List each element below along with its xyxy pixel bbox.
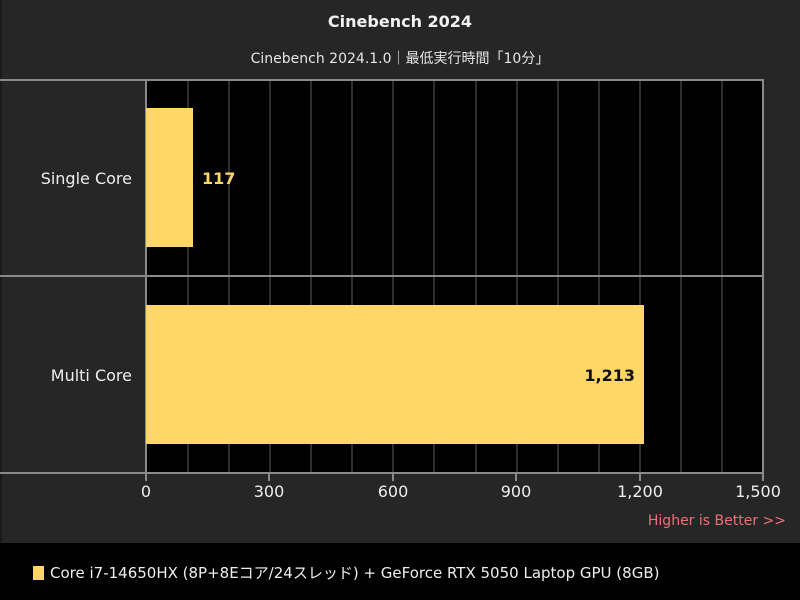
x-tick-label: 1,200 [617, 482, 663, 501]
x-tick [392, 472, 394, 481]
gridline [598, 81, 600, 473]
gridline [228, 81, 230, 473]
category-label-single-core: Single Core [40, 169, 132, 188]
x-tick-label: 600 [377, 482, 409, 501]
category-label-multi-core: Multi Core [50, 366, 132, 385]
higher-is-better-note: Higher is Better >> [647, 513, 786, 529]
legend-footer: Core i7-14650HX (8P+8Eコア/24スレッド) + GeFor… [0, 543, 800, 600]
gridline [351, 81, 353, 473]
legend-swatch-icon [33, 565, 44, 580]
x-tick-label: 0 [140, 482, 152, 501]
y-axis-line [145, 79, 147, 481]
category-divider [0, 275, 764, 277]
gridline [639, 81, 641, 473]
gridline [392, 81, 394, 473]
bar-multi-core [146, 305, 644, 444]
x-axis-line [0, 472, 764, 474]
value-label-multi-core: 1,213 [584, 366, 635, 385]
x-tick-label: 300 [253, 482, 285, 501]
gridline [433, 81, 435, 473]
gridline [187, 81, 189, 473]
gridline [516, 81, 518, 473]
legend-label: Core i7-14650HX (8P+8Eコア/24スレッド) + GeFor… [50, 564, 660, 582]
gridline [310, 81, 312, 473]
gridline [557, 81, 559, 473]
x-tick [145, 472, 147, 481]
x-tick [762, 472, 764, 481]
x-tick [639, 472, 641, 481]
value-label-single-core: 117 [202, 169, 236, 188]
x-tick-label: 1,500 [735, 482, 781, 501]
chart-title: Cinebench 2024 [327, 12, 473, 31]
gridline [269, 81, 271, 473]
gridline [475, 81, 477, 473]
chart-subtitle: Cinebench 2024.1.0｜最低実行時間「10分」 [250, 51, 550, 67]
x-tick-label: 900 [500, 482, 532, 501]
x-tick [515, 472, 517, 481]
plot-top-border [0, 79, 764, 81]
gridline [721, 81, 723, 473]
x-tick [268, 472, 270, 481]
panel-edge [0, 0, 2, 543]
legend-item: Core i7-14650HX (8P+8Eコア/24スレッド) + GeFor… [33, 562, 659, 583]
gridline [680, 81, 682, 473]
bar-single-core [146, 108, 193, 247]
